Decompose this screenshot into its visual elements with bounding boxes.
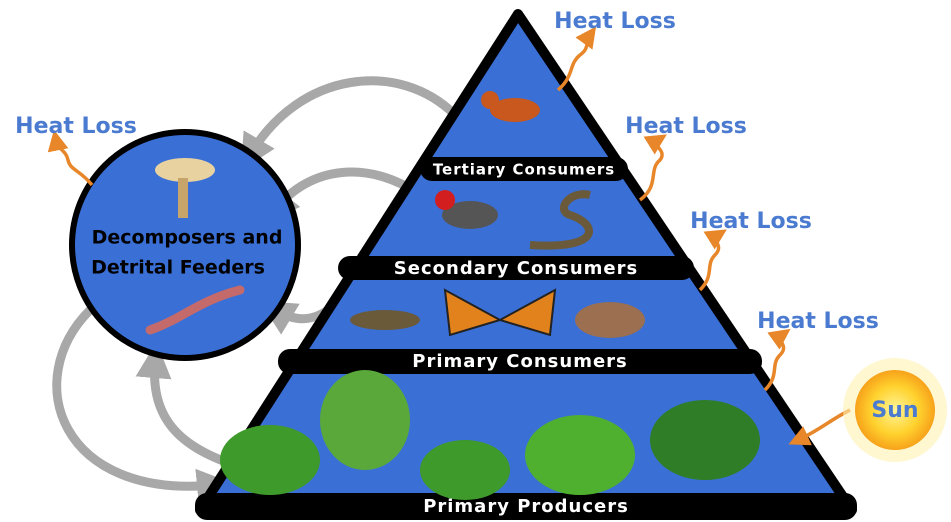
decomposer-label: Detrital Feeders [91,257,265,279]
heat-loss-label: Heat Loss [625,114,747,139]
level-label: Secondary Consumers [394,258,638,279]
level-label: Primary Consumers [412,351,628,372]
heat-loss-label: Heat Loss [554,9,676,34]
heat-loss-label: Heat Loss [690,209,812,234]
heat-loss-label: Heat Loss [757,309,879,334]
heat-loss-label: Heat Loss [15,114,137,139]
decomposer-label: Decomposers and [92,227,283,249]
decomposers: Decomposers and Detrital Feeders [72,132,298,358]
sun: Sun [843,358,947,462]
level-label: Tertiary Consumers [433,161,615,179]
level-label: Primary Producers [423,496,629,517]
food-pyramid-diagram: Tertiary Consumers Secondary Consumers P… [0,0,951,522]
sun-label: Sun [871,398,918,423]
